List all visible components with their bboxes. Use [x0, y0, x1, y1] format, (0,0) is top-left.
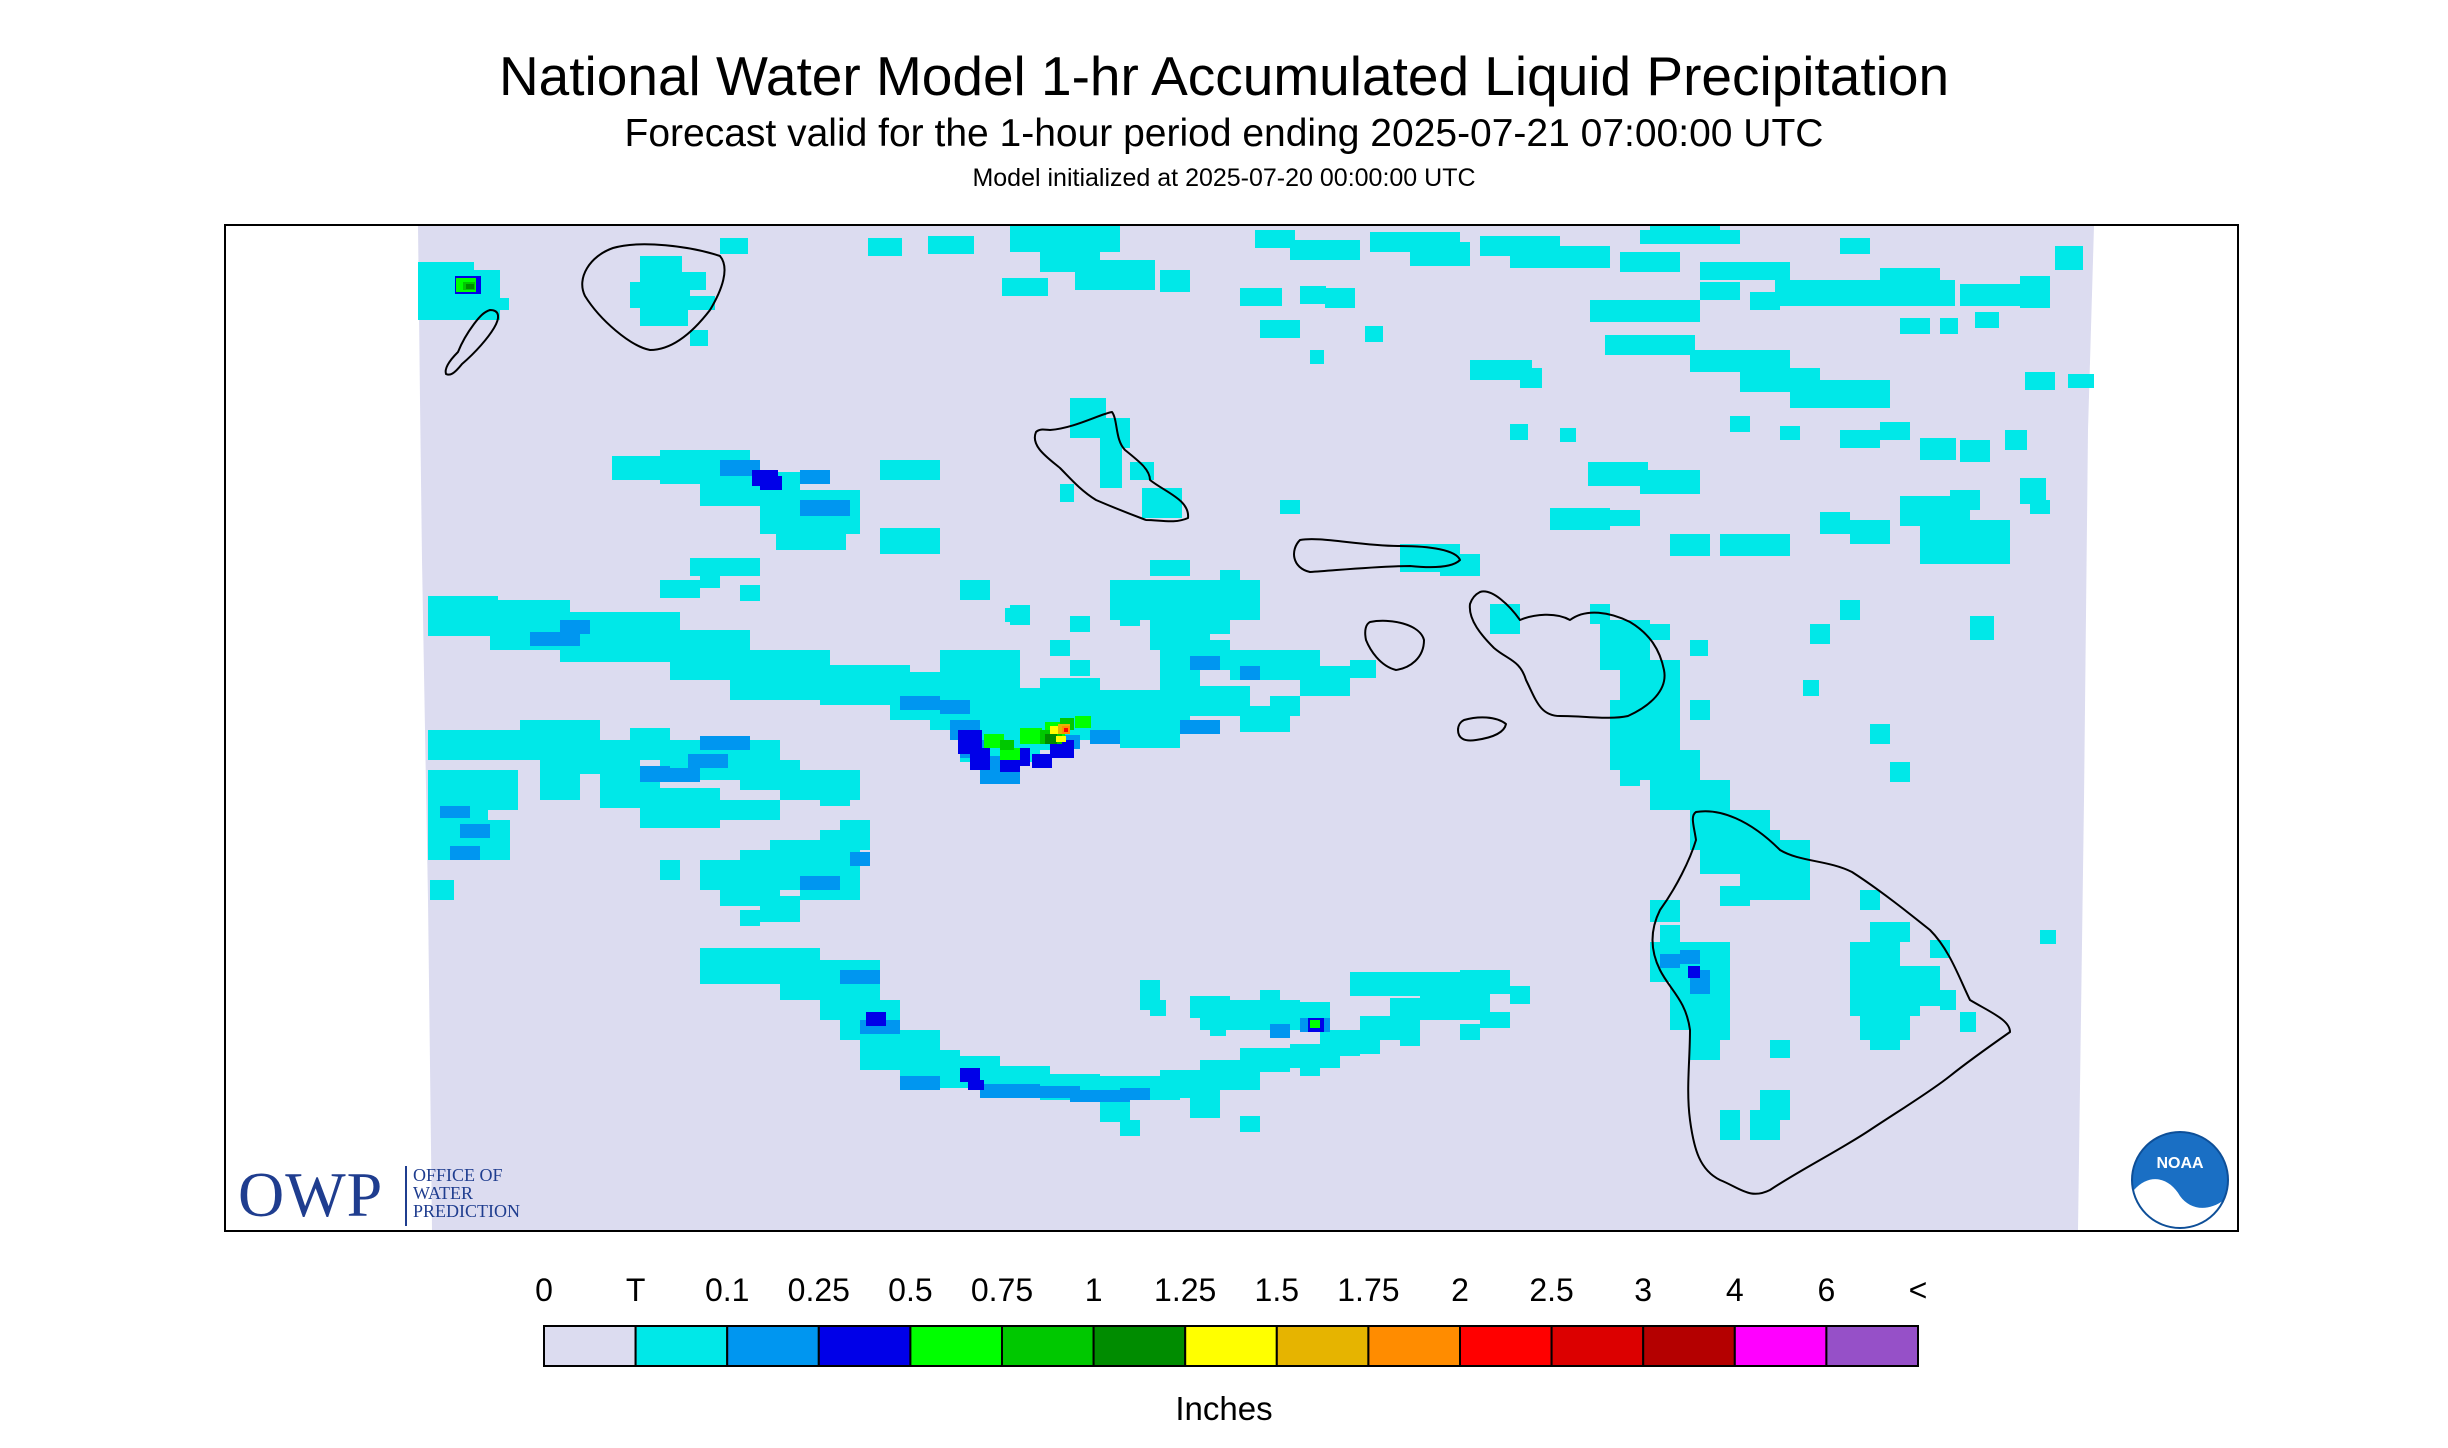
legend-swatch: [1459, 1325, 1553, 1367]
maui-outline: [1468, 590, 1666, 719]
legend-label: 1.75: [1337, 1272, 1400, 1308]
legend-swatch: [726, 1325, 820, 1367]
precip-2: [1064, 728, 1068, 732]
noaa-logo: NOAA: [2131, 1131, 2229, 1230]
legend-label: T: [625, 1272, 646, 1308]
owp-line-3: PREDICTION: [413, 1201, 520, 1221]
legend-swatch: [1275, 1325, 1370, 1367]
legend-label: 6: [1817, 1272, 1836, 1308]
owp-logo-text: OWP: [238, 1159, 384, 1230]
legend-label: 1: [1084, 1272, 1103, 1308]
legend-label: 1.5: [1254, 1272, 1300, 1308]
legend-label: 0.75: [970, 1272, 1034, 1308]
legend-label: 1.25: [1154, 1272, 1217, 1308]
precip-1.25: [1050, 726, 1066, 742]
legend-swatch: [1367, 1325, 1462, 1367]
niihau-outline: [444, 309, 500, 376]
noaa-logo-text: NOAA: [2156, 1155, 2204, 1172]
legend-label: 0.5: [888, 1272, 933, 1308]
kauai-outline: [581, 243, 726, 351]
map-title: National Water Model 1-hr Accumulated Li…: [498, 45, 1950, 107]
legend-swatch: [1001, 1325, 1095, 1367]
legend-swatch: [1092, 1325, 1187, 1367]
legend-swatch: [543, 1325, 637, 1367]
legend-swatch: [1825, 1325, 1920, 1367]
legend-label: <: [1908, 1272, 1928, 1308]
legend-swatch: [1184, 1325, 1278, 1367]
legend-swatch: [909, 1325, 1004, 1367]
legend-label: 3: [1634, 1272, 1653, 1308]
legend-swatch: [817, 1325, 912, 1367]
legend-label: 2: [1451, 1272, 1469, 1308]
precip-trace: [418, 226, 2094, 1140]
precip-1: [466, 284, 1057, 744]
owp-line-2: WATER: [413, 1183, 473, 1203]
legend-units: Inches: [1175, 1390, 1273, 1427]
legend-swatch: [1733, 1325, 1828, 1367]
legend-swatch: [634, 1325, 729, 1367]
owp-logo-subtext: OFFICE OF WATER PREDICTION: [413, 1166, 520, 1220]
legend-swatch: [1550, 1325, 1645, 1367]
island-outlines: [444, 243, 2011, 1195]
legend-label: 4: [1725, 1272, 1744, 1308]
molokai-outline: [1293, 538, 1461, 573]
legend-label: 0.25: [787, 1272, 850, 1308]
hawaii-outline: [1651, 810, 2011, 1195]
lanai-outline: [1364, 619, 1425, 671]
legend-label: 0: [535, 1272, 553, 1308]
owp-logo-divider: [405, 1166, 407, 1226]
legend-label: 0.1: [704, 1272, 750, 1308]
map-subtitle: Forecast valid for the 1-hour period end…: [624, 112, 1824, 155]
kahoolawe-outline: [1457, 716, 1507, 742]
legend-swatch: [1642, 1325, 1736, 1367]
oahu-outline: [1033, 411, 1190, 523]
legend-label: 2.5: [1529, 1272, 1574, 1308]
init-time-text: Model initialized at 2025-07-20 00:00:00…: [972, 164, 1476, 192]
owp-line-1: OFFICE OF: [413, 1165, 503, 1185]
legend-colorbar: [543, 1325, 1920, 1367]
